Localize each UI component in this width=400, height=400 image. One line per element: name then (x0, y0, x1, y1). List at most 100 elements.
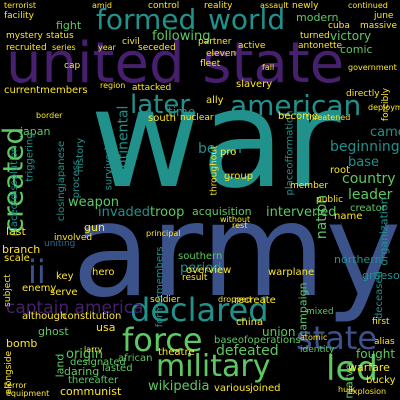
word-member: member (290, 181, 329, 191)
word-intervened: intervened (266, 205, 337, 220)
word-continental: continental (115, 105, 132, 185)
word-union: union (262, 325, 296, 339)
word-year: year (98, 43, 116, 52)
word-hero: hero (92, 267, 115, 278)
word-root: root (330, 165, 351, 176)
word-slavery: slavery (236, 79, 273, 90)
word-seceded: seceded (138, 43, 176, 53)
word-usa: usa (96, 321, 116, 334)
word-become: become (278, 111, 319, 122)
word-massive: massive (360, 21, 398, 31)
word-defeated: defeated (216, 343, 279, 359)
word-warplane: warplane (268, 267, 315, 278)
word-hulk: hulk (338, 385, 355, 394)
word-thereafter: thereafter (68, 375, 119, 386)
word-key: key (56, 271, 74, 282)
word-antonette: antonette (298, 41, 343, 51)
word-various: various (214, 383, 251, 394)
word-involved: involved (54, 233, 93, 243)
word-later: later (130, 90, 191, 120)
word-leader: leader (348, 187, 393, 203)
word-gruesome: gruesome (362, 269, 400, 282)
word-closingjapanese: closingjapanese (56, 140, 68, 222)
word-eleven: eleven (206, 49, 237, 59)
word-ii: ii (28, 253, 46, 291)
word-warfare: warfare (348, 361, 390, 374)
word-first: first (372, 317, 390, 327)
word-deceased: deceased (374, 271, 385, 319)
word-last: last (6, 225, 26, 238)
word-country: country (342, 171, 396, 187)
word-japan: japan (20, 125, 51, 138)
word-pro: pro (220, 147, 237, 158)
word-following: following (152, 29, 211, 44)
word-african: african (118, 353, 153, 364)
word-equipment: equipment (6, 389, 50, 398)
word-ally: ally (206, 95, 224, 106)
word-placeofdissolution: placeofdissolution (9, 145, 21, 237)
word-comic: comic (340, 43, 373, 56)
word-formed: formed (96, 3, 197, 36)
word-threatened: threatened (306, 113, 351, 122)
word-declared: declared (130, 291, 269, 329)
word-state: state (296, 319, 378, 357)
word-force: force (122, 321, 203, 359)
word-history: history (75, 137, 87, 173)
word-cap: cap (64, 61, 81, 71)
word-fleet: fleet (200, 59, 221, 69)
word-ghost: ghost (38, 325, 69, 338)
word-enemy: enemy (22, 283, 57, 294)
word-infantry: infantry (298, 126, 312, 169)
word-victory: victory (330, 29, 372, 43)
word-began: began (198, 141, 242, 157)
word-south: south (148, 113, 176, 124)
word-active: active (238, 41, 266, 51)
word-rest: rest (232, 221, 248, 230)
word-mystery: mystery (6, 31, 43, 41)
word-bomb: bomb (6, 337, 38, 350)
word-time: time (168, 105, 196, 119)
word-continued: continued (348, 1, 388, 10)
word-terror: terror (4, 381, 27, 390)
word-origin: origin (66, 347, 104, 362)
word-american: american (230, 89, 362, 122)
word-troop: troop (150, 205, 185, 220)
word-assault: assault (260, 1, 289, 10)
word-attacked: attacked (132, 83, 172, 93)
word-creator: creator (350, 203, 386, 214)
word-control: control (148, 1, 180, 11)
word-terrorist: terrorist (4, 1, 37, 10)
word-currentmembers: currentmembers (4, 85, 88, 96)
word-border: border (36, 111, 63, 120)
word-weapon: weapon (68, 195, 120, 210)
word-dropped: dropped (218, 295, 252, 304)
word-base: base (348, 155, 379, 170)
word-newly: newly (292, 1, 319, 11)
word-uniting: uniting (44, 239, 76, 249)
word-recruited: recruited (6, 43, 47, 53)
word-public: public (316, 195, 344, 205)
word-although: although (22, 311, 67, 322)
word-survived: survived (103, 147, 115, 191)
word-came: came (370, 125, 400, 140)
word-serve: serve (50, 287, 78, 298)
word-deployment: deployment (368, 103, 400, 112)
word-explosion: explosion (348, 387, 387, 396)
word-result: result (182, 273, 208, 283)
word-recreate: recreate (234, 295, 276, 306)
word-cuba: cuba (328, 21, 350, 31)
word-period: period (180, 261, 222, 276)
word-lasted: lasted (102, 363, 133, 374)
word-beginning: beginning (330, 139, 400, 155)
word-baseofoperations: baseofoperations (214, 335, 301, 346)
word-overview: overview (186, 265, 232, 276)
word-principal: principal (146, 229, 181, 238)
word-name: name (334, 211, 363, 222)
word-throughout: throughout (209, 145, 220, 196)
word-southern: southern (178, 251, 223, 262)
word-directly: directly (346, 89, 380, 99)
word-gun: gun (84, 221, 105, 234)
word-facility: facility (4, 11, 34, 21)
word-theatre: theatre (158, 347, 195, 358)
